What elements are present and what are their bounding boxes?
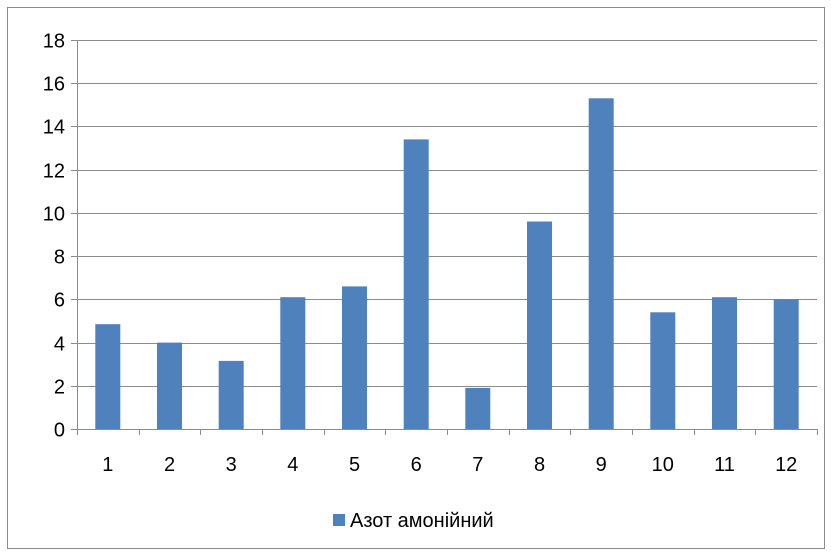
y-tick-label: 0 xyxy=(54,420,65,442)
axes xyxy=(71,40,818,435)
legend-label: Азот амонійний xyxy=(350,510,494,532)
bar xyxy=(157,342,182,429)
bar xyxy=(95,324,121,429)
x-tick-label: 6 xyxy=(411,454,422,476)
x-tick-label: 2 xyxy=(164,454,175,476)
y-tick-label: 16 xyxy=(43,74,65,96)
bar xyxy=(465,387,491,429)
x-tick-label: 8 xyxy=(534,454,545,476)
y-tick-label: 6 xyxy=(54,290,65,312)
x-tick-label: 11 xyxy=(714,454,735,476)
bar xyxy=(650,312,676,429)
x-tick-label: 3 xyxy=(226,454,237,476)
x-tick-label: 7 xyxy=(472,454,483,476)
bar xyxy=(342,286,367,429)
bar xyxy=(773,299,799,429)
y-tick-label: 12 xyxy=(43,161,65,183)
x-tick-label: 1 xyxy=(102,454,113,476)
bar xyxy=(403,139,429,429)
x-tick-label: 12 xyxy=(775,454,797,476)
bar xyxy=(712,297,737,429)
y-tick-label: 2 xyxy=(54,377,65,399)
gridlines xyxy=(77,40,817,387)
bar xyxy=(280,297,306,429)
y-tick-label: 18 xyxy=(43,31,65,53)
x-tick-label: 9 xyxy=(596,454,607,476)
x-tick-label: 4 xyxy=(287,454,298,476)
bar-series xyxy=(95,98,799,430)
legend: Азот амонійний xyxy=(333,510,494,532)
bar xyxy=(527,221,552,429)
bar xyxy=(588,98,614,430)
x-axis-tick-labels: 1 2 3 4 5 6 7 8 9 10 11 12 xyxy=(102,454,797,476)
y-tick-label: 10 xyxy=(43,204,65,226)
x-tick-label: 10 xyxy=(652,454,674,476)
legend-swatch xyxy=(333,514,345,526)
y-axis-tick-labels: 0 2 4 6 8 10 12 14 16 18 xyxy=(43,31,65,442)
y-tick-label: 4 xyxy=(54,334,65,356)
y-tick-label: 14 xyxy=(43,117,65,139)
bar xyxy=(218,360,244,429)
x-tick-label: 5 xyxy=(349,454,360,476)
y-tick-label: 8 xyxy=(54,247,65,269)
